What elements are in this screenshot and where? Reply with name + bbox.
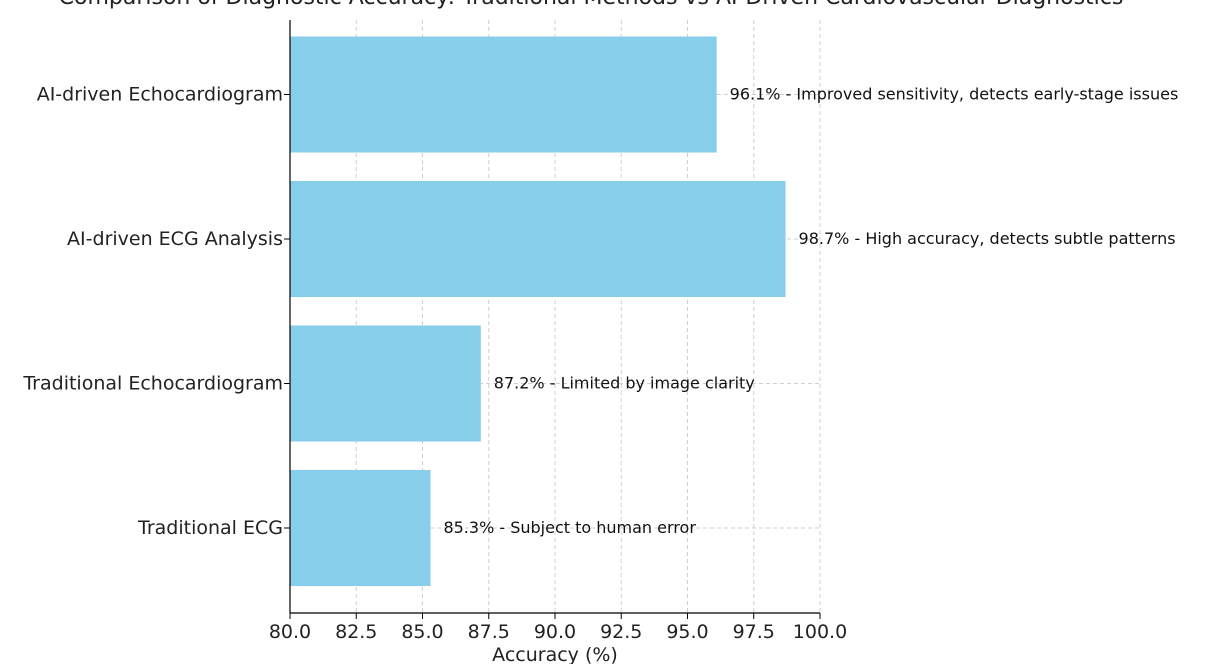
bar (290, 36, 717, 153)
chart-title: Comparison of Diagnostic Accuracy: Tradi… (59, 0, 1124, 10)
x-tick-label: 95.0 (666, 621, 708, 643)
x-tick-label: 87.5 (468, 621, 510, 643)
bar-data-label: 96.1% - Improved sensitivity, detects ea… (730, 85, 1179, 104)
bar (290, 470, 431, 586)
x-tick-label: 80.0 (269, 621, 311, 643)
x-tick-label: 90.0 (534, 621, 576, 643)
bar-data-label: 98.7% - High accuracy, detects subtle pa… (799, 229, 1176, 248)
labels: 85.3% - Subject to human error 87.2% - Li… (443, 85, 1178, 538)
x-tick-label: 97.5 (733, 621, 775, 643)
bar-data-label: 85.3% - Subject to human error (443, 518, 696, 537)
y-category-label: AI-driven ECG Analysis (67, 228, 283, 250)
x-tick-label: 100.0 (793, 621, 847, 643)
y-category-label: Traditional ECG (137, 517, 283, 539)
x-tick-label: 82.5 (335, 621, 377, 643)
y-category-label: Traditional Echocardiogram (22, 373, 283, 395)
bar-data-label: 87.2% - Limited by image clarity (494, 374, 755, 393)
x-tick-label: 92.5 (600, 621, 642, 643)
bar (290, 181, 786, 297)
y-category-label: AI-driven Echocardiogram (37, 84, 283, 106)
x-tick-label: 85.0 (401, 621, 443, 643)
x-axis-title: Accuracy (%) (492, 644, 618, 664)
bar (290, 325, 481, 442)
bars (290, 36, 786, 586)
axes: 80.0 82.5 85.0 87.5 90.0 92.5 95.0 97.5 100.0 Tra… (22, 20, 847, 643)
